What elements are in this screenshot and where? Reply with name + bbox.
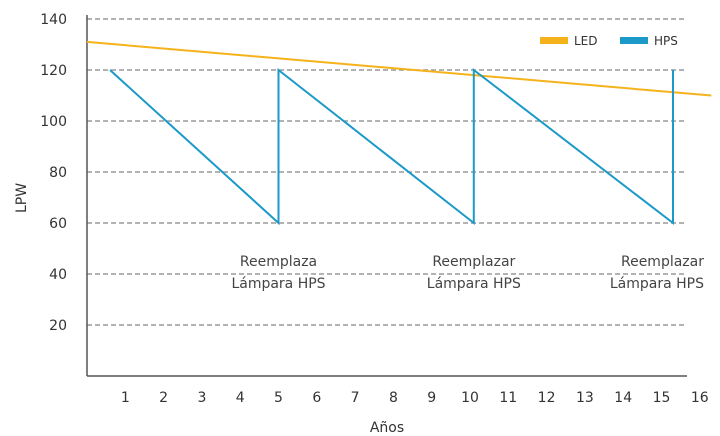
y-tick-labels: 20 40 60 80 100 120 140	[40, 12, 67, 334]
axes	[86, 15, 687, 377]
y-tick-label: 100	[40, 114, 67, 130]
y-tick-label: 120	[40, 63, 67, 79]
y-tick-label: 80	[49, 165, 67, 181]
x-tick-label: 5	[274, 390, 283, 406]
annotation-line: Reemplazar	[432, 254, 515, 270]
x-tick-labels: 1 2 3 4 5 6 7 8 9 10 11 12 13 14 15 16	[121, 390, 709, 406]
annotation-line: Reemplazar	[621, 254, 704, 270]
grid-lines	[87, 18, 687, 326]
x-tick-label: 16	[691, 390, 709, 406]
x-tick-label: 2	[159, 390, 168, 406]
y-axis-title: LPW	[14, 183, 30, 213]
y-tick-label: 40	[49, 267, 67, 283]
annotation-line: Lámpara HPS	[231, 276, 325, 292]
series	[86, 40, 712, 226]
x-tick-label: 12	[538, 390, 556, 406]
annotation-line: Lámpara HPS	[427, 276, 521, 292]
x-tick-label: 15	[653, 390, 671, 406]
x-tick-label: 9	[427, 390, 436, 406]
x-tick-label: 13	[576, 390, 594, 406]
x-tick-label: 11	[499, 390, 517, 406]
y-tick-label: 60	[49, 216, 67, 232]
annotation-line: Lámpara HPS	[610, 276, 704, 292]
y-tick-label: 140	[40, 12, 67, 28]
x-tick-label: 7	[351, 390, 360, 406]
series-line-hps	[109, 67, 674, 226]
series-line-led	[86, 40, 712, 97]
x-tick-label: 4	[236, 390, 245, 406]
x-tick-label: 14	[614, 390, 632, 406]
legend-swatch-led	[540, 37, 568, 44]
legend: LED HPS	[540, 34, 678, 48]
x-tick-label: 8	[389, 390, 398, 406]
annotations: Reemplaza Lámpara HPS Reemplazar Lámpara HP…	[231, 254, 704, 292]
legend-label-led: LED	[574, 34, 598, 48]
x-tick-label: 10	[461, 390, 479, 406]
x-tick-label: 3	[197, 390, 206, 406]
legend-swatch-hps	[620, 37, 648, 44]
y-tick-label: 20	[49, 318, 67, 334]
legend-label-hps: HPS	[654, 34, 678, 48]
x-tick-label: 1	[121, 390, 130, 406]
x-tick-label: 6	[312, 390, 321, 406]
annotation-line: Reemplaza	[240, 254, 317, 270]
x-axis-title: Años	[370, 420, 404, 436]
